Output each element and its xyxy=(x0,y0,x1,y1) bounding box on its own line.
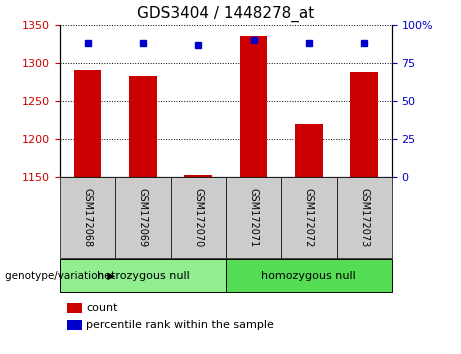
Bar xyxy=(74,70,101,177)
Bar xyxy=(350,72,378,177)
Bar xyxy=(60,259,226,292)
Text: homozygous null: homozygous null xyxy=(261,270,356,281)
Text: GSM172068: GSM172068 xyxy=(83,188,93,247)
Bar xyxy=(226,177,281,258)
Bar xyxy=(66,303,82,313)
Text: count: count xyxy=(87,303,118,313)
Text: GSM172072: GSM172072 xyxy=(304,188,314,247)
Bar xyxy=(226,259,392,292)
Bar xyxy=(281,177,337,258)
Bar xyxy=(184,175,212,177)
Text: percentile rank within the sample: percentile rank within the sample xyxy=(87,320,274,330)
Text: GSM172070: GSM172070 xyxy=(193,188,203,247)
Bar xyxy=(129,76,157,177)
Bar xyxy=(171,177,226,258)
Text: hetrozygous null: hetrozygous null xyxy=(96,270,189,281)
Text: genotype/variation ▶: genotype/variation ▶ xyxy=(5,270,115,281)
Title: GDS3404 / 1448278_at: GDS3404 / 1448278_at xyxy=(137,6,314,22)
Text: GSM172071: GSM172071 xyxy=(248,188,259,247)
Bar xyxy=(295,124,323,177)
Bar xyxy=(337,177,392,258)
Text: GSM172073: GSM172073 xyxy=(359,188,369,247)
Bar xyxy=(115,177,171,258)
Bar xyxy=(240,36,267,177)
Text: GSM172069: GSM172069 xyxy=(138,188,148,247)
Bar xyxy=(60,177,115,258)
Bar xyxy=(66,320,82,330)
